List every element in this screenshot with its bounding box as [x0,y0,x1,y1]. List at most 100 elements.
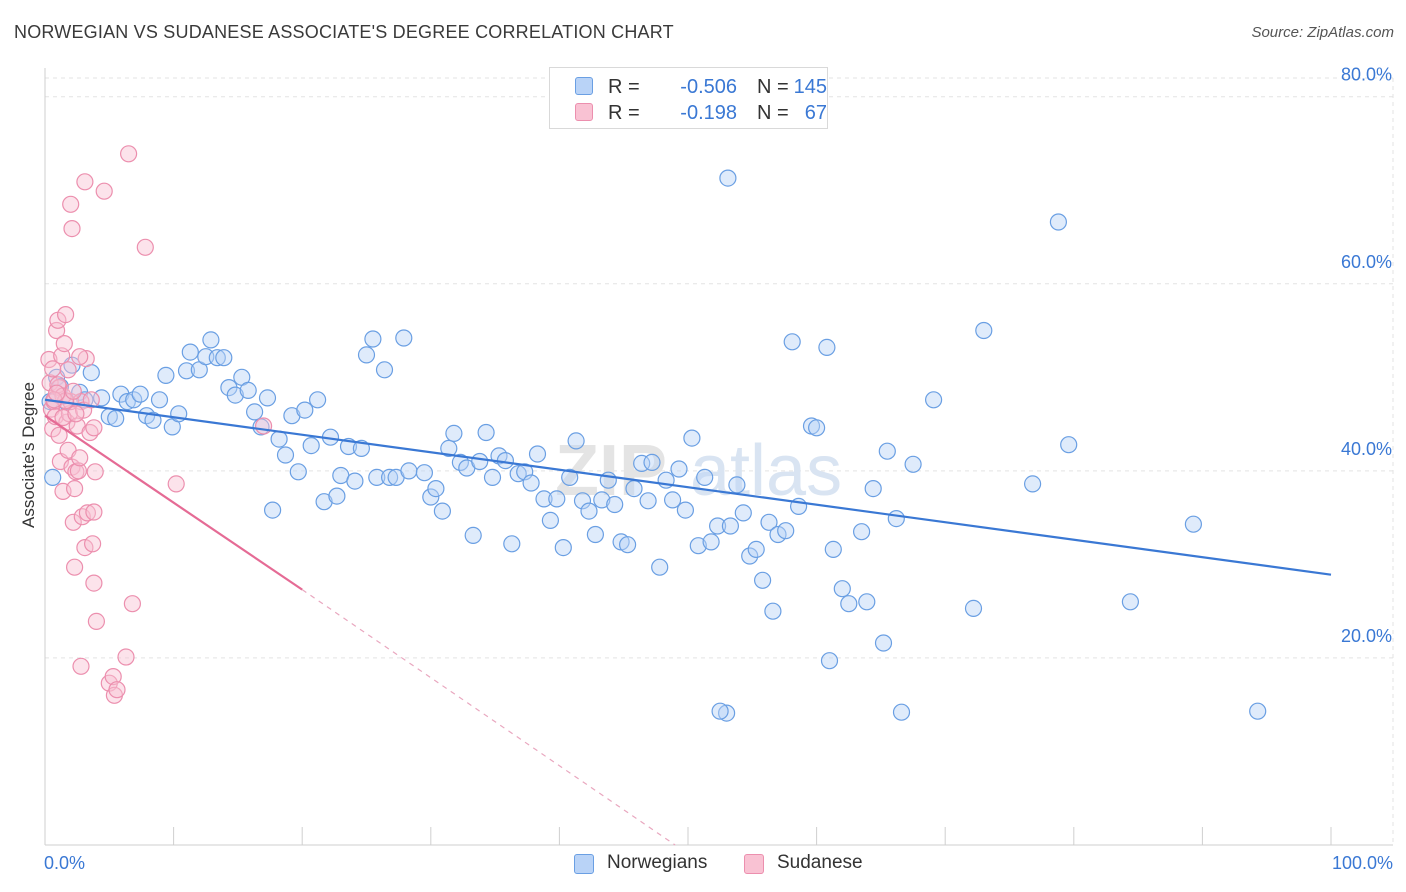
point-norwegians [783,333,801,351]
point-sudanese [83,535,102,553]
point-norwegians [554,538,572,557]
point-norwegians [824,540,842,559]
point-norwegians [296,401,314,419]
point-sudanese [59,361,77,379]
point-norwegians [107,409,125,428]
point-norwegians [427,480,445,498]
point-sudanese [65,558,84,576]
point-norwegians [840,595,858,613]
chart-title: NORWEGIAN VS SUDANESE ASSOCIATE'S DEGREE… [14,22,674,42]
point-sudanese [120,145,138,163]
point-sudanese [72,657,90,675]
point-norwegians [670,460,688,478]
point-sudanese [62,195,80,213]
point-norwegians [440,439,458,457]
point-norwegians [44,468,62,486]
point-sudanese [40,350,58,369]
point-sudanese [50,426,68,444]
point-norwegians [975,321,993,340]
point-norwegians [820,652,839,670]
point-norwegians [904,455,922,473]
point-norwegians [711,702,729,720]
y-tick-label: 40.0% [1341,439,1392,459]
legend-n-label: N = [757,102,789,124]
point-norwegians [375,361,394,379]
point-norwegians [548,490,566,508]
point-norwegians [541,511,560,530]
point-sudanese [85,503,103,521]
point-sudanese [136,238,154,256]
axis-labels: 20.0% 40.0% 60.0% 80.0% 0.0% 100.0% Associate'… [19,65,1393,873]
point-norwegians [858,593,876,611]
point-sudanese [123,595,141,613]
point-norwegians [483,468,502,486]
point-sudanese [63,220,81,238]
point-sudanese [255,417,273,435]
point-norwegians [208,349,226,367]
legend-n-label: N = [757,76,789,98]
point-sudanese [85,419,103,437]
point-norwegians [477,423,495,442]
trend-line-norwegians [44,398,1332,576]
point-norwegians [833,580,851,598]
point-norwegians [663,491,682,509]
point-norwegians [689,537,707,555]
point-norwegians [215,349,233,367]
point-norwegians [509,465,527,483]
point-sudanese [71,348,89,366]
point-norwegians [683,429,701,447]
point-sudanese [108,681,126,699]
y-tick-label: 80.0% [1341,65,1392,85]
point-norwegians [567,432,585,450]
point-norwegians [415,464,433,482]
point-norwegians [741,547,759,565]
legend-n-value: 67 [804,102,827,124]
point-sudanese [85,574,103,592]
point-norwegians [131,385,149,403]
point-norwegians [639,492,657,510]
y-tick-label: 60.0% [1341,252,1392,272]
bottom-legend-swatch-sudanese [744,854,764,874]
point-norwegians [561,468,579,486]
point-norwegians [422,488,440,506]
legend-r-label: R = [608,76,640,98]
point-sudanese [78,504,97,522]
point-norwegians [177,362,196,380]
point-norwegians [202,331,220,349]
point-norwegians [535,490,553,508]
source-label: Source: ZipAtlas.com [1251,24,1394,41]
point-norwegians [807,419,826,437]
point-norwegians [464,526,482,545]
bottom-legend-label-norwegians: Norwegians [607,852,708,873]
point-norwegians [144,411,162,429]
trend-line-sudanese [44,414,303,591]
point-norwegians [445,424,463,442]
point-sudanese [167,475,185,493]
point-norwegians [289,463,307,481]
point-sudanese [71,449,89,467]
x-tick-label: 0.0% [44,853,85,873]
point-norwegians [276,446,295,464]
point-norwegians [1249,702,1267,720]
point-norwegians [874,634,893,652]
axes [44,68,1393,846]
point-sudanese [47,384,66,402]
point-norwegians [760,513,778,531]
point-sudanese [76,173,94,191]
point-sudanese [77,350,95,368]
point-norwegians [433,502,451,520]
point-norwegians [878,442,896,460]
point-sudanese [44,360,62,378]
bottom-legend-swatch-norwegians [574,854,594,874]
point-norwegians [1060,436,1078,454]
point-norwegians [1184,515,1203,533]
point-norwegians [593,491,611,509]
point-norwegians [708,517,727,535]
point-norwegians [676,501,695,519]
point-norwegians [753,571,772,589]
point-norwegians [395,329,413,347]
point-norwegians [586,525,605,544]
point-norwegians [721,517,740,535]
point-norwegians [258,389,277,407]
